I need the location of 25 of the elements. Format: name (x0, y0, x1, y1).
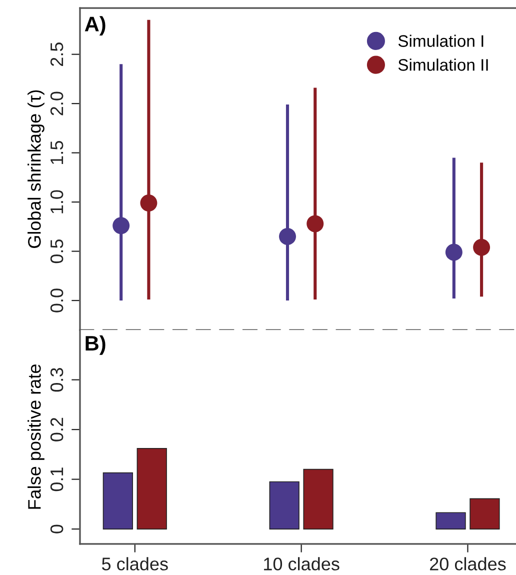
y-tick-label: 0.3 (50, 368, 64, 392)
y-tick-label: 2.0 (50, 92, 64, 116)
annotation: B) (86, 335, 106, 355)
y-tick-label: 0.2 (50, 418, 64, 442)
y-axis-title: False positive rate (28, 364, 44, 509)
bar (436, 512, 466, 530)
bar (269, 481, 300, 530)
legend-label: Simulation I (398, 34, 484, 47)
y-tick-label: 0.5 (50, 239, 64, 264)
bar (470, 498, 500, 530)
bar (303, 468, 334, 530)
y-tick-label: 0.0 (50, 288, 64, 312)
x-tick-label: 20 clades (430, 557, 506, 570)
y-tick-label: 1.0 (50, 190, 64, 214)
x-tick-label: 5 clades (102, 557, 168, 570)
y-axis-title: Global shrinkage (τ) (28, 90, 44, 248)
y-tick-label: 2.5 (50, 42, 64, 66)
x-tick-label: 10 clades (264, 557, 340, 570)
legend-label: Simulation II (398, 58, 488, 71)
bar (136, 448, 167, 530)
y-tick-label: 0 (50, 524, 64, 534)
bar (102, 472, 133, 530)
annotation: A) (84, 16, 106, 36)
y-tick-label: 0.1 (50, 468, 64, 492)
y-tick-label: 1.5 (50, 141, 64, 164)
